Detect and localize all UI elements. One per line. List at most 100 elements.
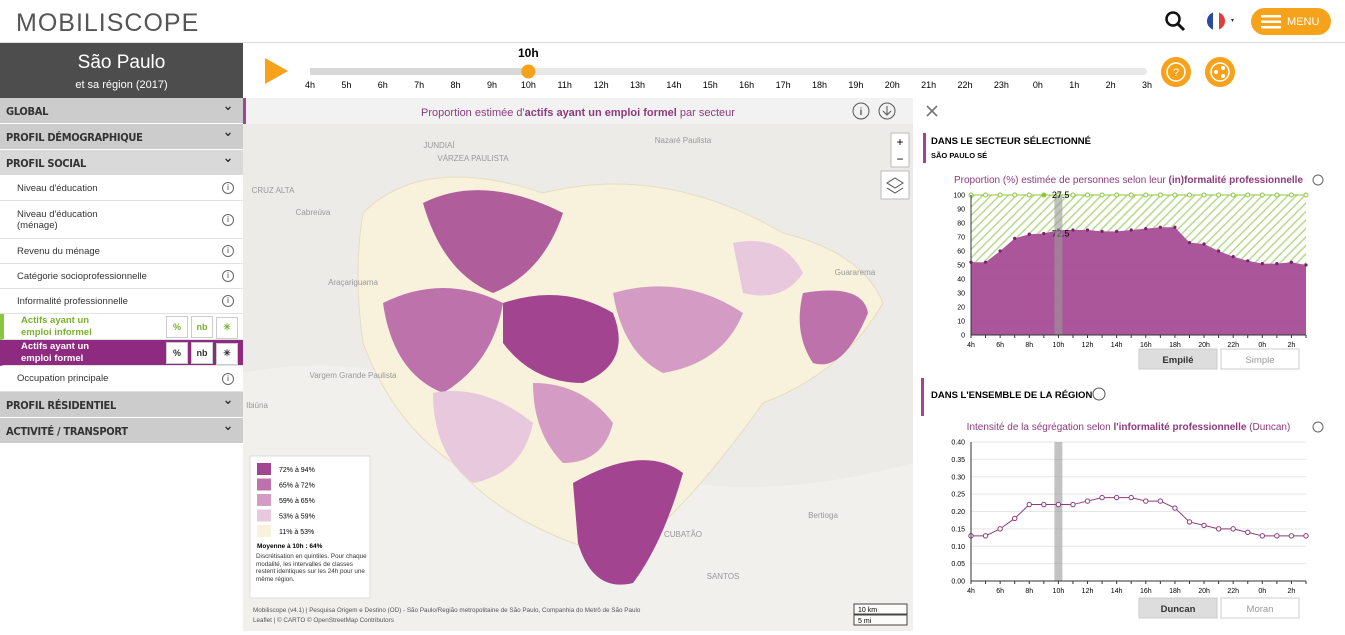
menu-section[interactable]: PROFIL SOCIAL (0, 150, 243, 176)
menu-item[interactable]: Occupation principale i (0, 366, 243, 392)
menu-item-label: Occupation principale (17, 373, 109, 384)
section-accent (921, 378, 924, 416)
point (997, 192, 1003, 198)
x-tick-label: 18h (1169, 342, 1181, 349)
point (1143, 498, 1149, 504)
map-attribution: Mobiliscope (v4.1) | Pesquisa Origem e D… (253, 603, 908, 626)
point (1011, 515, 1018, 522)
menu-button[interactable]: MENU (1251, 8, 1331, 35)
unit-button[interactable]: % (166, 316, 188, 338)
point (1115, 229, 1119, 233)
legend-label: 65% à 72% (279, 483, 315, 490)
unit-button[interactable]: ✳ (216, 316, 238, 339)
x-tick-label: 4h (967, 342, 975, 349)
menu-item[interactable]: Revenu du ménage i (0, 239, 243, 264)
timeline-hour: 12h (594, 80, 609, 90)
x-tick-label: 8h (1025, 588, 1033, 595)
toggle-label: Empilé (1162, 355, 1193, 366)
value-label: 27.5 (1052, 190, 1070, 200)
language-flag[interactable] (1206, 11, 1238, 31)
x-tick-label: 18h (1169, 588, 1181, 595)
indicator-item[interactable]: Actifs ayant un emploi informel% nb ✳ (0, 314, 243, 340)
toggle-button[interactable] (1138, 597, 1218, 619)
segregation-chart: Intensité de la ségrégation selon l'info… (951, 421, 1324, 595)
menu-section[interactable]: PROFIL RÉSIDENTIEL (0, 392, 243, 418)
menu-item[interactable]: Catégorie socioprofessionnelle i (0, 264, 243, 289)
indicator-item[interactable]: Actifs ayant un emploi formel% nb ✳ (0, 340, 243, 366)
y-tick-label: 0.05 (951, 561, 965, 568)
point (1216, 192, 1222, 198)
place-label: Bertioga (808, 511, 838, 520)
y-tick-label: 0.10 (951, 544, 965, 551)
point (1259, 533, 1266, 539)
point (1259, 192, 1265, 198)
place-label: SANTOS (707, 572, 740, 581)
chart-title-part: Intensité de la ségrégation selon (967, 422, 1114, 433)
current-hour-band (1054, 442, 1063, 581)
menu-item[interactable]: Niveau d'éducation i (0, 176, 243, 201)
point (1070, 501, 1076, 508)
map-info-icons[interactable]: i (852, 102, 896, 120)
point (1113, 494, 1120, 501)
point (1055, 501, 1062, 508)
menu-section[interactable]: ACTIVITÉ / TRANSPORT (0, 418, 243, 444)
logo[interactable]: MOBILISCOPE (16, 9, 200, 37)
close-panel[interactable] (926, 105, 938, 117)
search-icon[interactable] (1164, 10, 1186, 32)
y-tick-label: 0.25 (951, 492, 965, 499)
y-tick-label: 0 (961, 333, 965, 340)
timeline-current: 10h (518, 46, 539, 60)
legend-mean: Moyenne à 10h : 64% (257, 543, 323, 550)
point (1100, 229, 1104, 233)
unit-button[interactable]: ✳ (216, 342, 238, 365)
unit-button[interactable]: nb (191, 316, 213, 338)
share-button[interactable] (1205, 57, 1235, 87)
y-tick-label: 100 (953, 193, 965, 200)
point (1128, 494, 1134, 501)
info-icon[interactable] (1312, 174, 1324, 186)
unit-button[interactable]: % (166, 342, 188, 364)
point (1260, 262, 1264, 266)
point (1158, 225, 1162, 229)
timeline: 4h 5h 6h 7h 8h 9h 10h 11h 12h 13h 14h 15h 16h 17h 18h 1… (305, 46, 1152, 90)
timeline-handle[interactable] (521, 64, 536, 79)
timeline-hour: 19h (848, 80, 863, 90)
point (1172, 505, 1178, 511)
point (1186, 519, 1193, 525)
toggle-button[interactable] (1220, 348, 1300, 370)
point (1304, 263, 1308, 267)
point (1274, 533, 1280, 539)
menu-item[interactable]: Niveau d'éducation (ménage) i (0, 201, 243, 239)
play-button[interactable] (265, 58, 288, 84)
help-button[interactable]: ? (1161, 57, 1191, 87)
point (1172, 192, 1178, 198)
chart-buttons: Empilé Simple Duncan Moran (1138, 348, 1300, 619)
menu-item[interactable]: Informalité professionnelle i (0, 289, 243, 314)
timeline-hour: 3h (1142, 80, 1152, 90)
point (1026, 501, 1032, 508)
timeline-hour: 18h (812, 80, 827, 90)
toggle-button[interactable] (1220, 597, 1300, 619)
menu-section[interactable]: PROFIL DÉMOGRAPHIQUE (0, 124, 243, 150)
timeline-hour: 20h (885, 80, 900, 90)
line (971, 497, 1306, 537)
x-tick-label: 6h (996, 342, 1004, 349)
svg-text:?: ? (1173, 67, 1179, 79)
chart-title: Proportion (%) estimée de personnes selo… (954, 175, 1303, 186)
chart-title-part: Proportion (%) estimée de personnes selo… (954, 175, 1169, 186)
point (1143, 192, 1149, 198)
point (1201, 522, 1207, 529)
timeline-hour: 9h (487, 80, 497, 90)
region-title: DANS L'ENSEMBLE DE LA RÉGION (931, 390, 1092, 401)
region-download[interactable] (1092, 387, 1106, 401)
legend-swatch (257, 478, 271, 491)
x-tick-label: 14h (1111, 588, 1123, 595)
y-tick-label: 80 (957, 221, 965, 228)
toggle-button[interactable] (1138, 348, 1218, 370)
y-tick-label: 60 (957, 249, 965, 256)
menu-section[interactable]: GLOBAL (0, 98, 243, 124)
toggle-label: Simple (1245, 355, 1274, 366)
legend-swatch (257, 463, 271, 475)
info-icon[interactable] (1312, 421, 1324, 433)
unit-button[interactable]: nb (191, 342, 213, 364)
